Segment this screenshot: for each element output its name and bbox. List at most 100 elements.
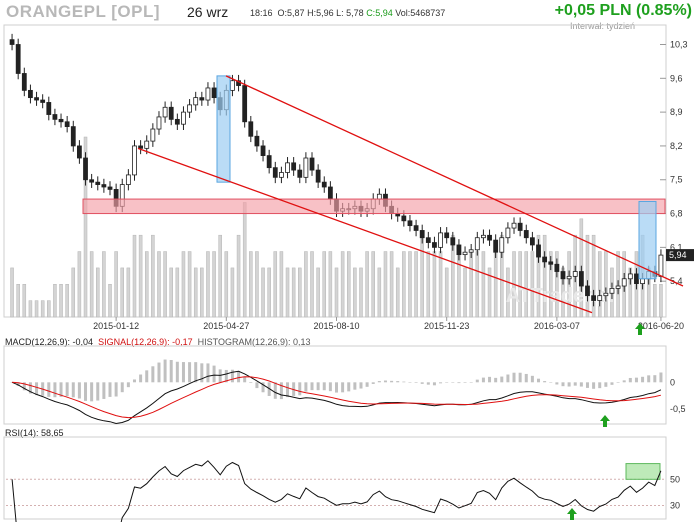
x-tick-label: 2015-01-12 [93,321,139,331]
candle [658,254,664,277]
candle [456,244,462,256]
signal-label: SIGNAL(12,26,9): -0,17 [98,337,193,347]
candle [162,106,168,118]
rsi-legend: RSI(14): 58,65 [5,428,64,438]
volume-bar [291,267,296,318]
candle [34,97,39,101]
histogram-bar [598,382,602,389]
y-tick-label: 10,3 [670,39,688,49]
candle [523,230,529,239]
volume-bar [206,251,210,318]
x-tick-label: 2016-03-07 [534,321,580,331]
histogram-bar [175,361,179,383]
histogram-bar [322,382,326,391]
histogram-bar [628,377,632,383]
candle [640,278,645,285]
y-tick-label: 6,1 [670,242,683,252]
volume-bar [463,267,467,318]
histogram-bar [408,382,412,383]
histogram-bar [549,382,553,383]
candle [432,242,437,248]
histogram-bar [506,374,510,383]
volume-bar [426,251,431,318]
histogram-bar [469,382,473,383]
volume-bar [438,251,443,318]
candle [144,140,150,149]
histogram-bar [261,382,265,393]
price-change: +0,05 PLN (0.85%) [554,2,692,19]
candle [627,273,633,280]
x-tick-label: 2015-04-27 [203,321,249,331]
volume-bar [22,284,27,318]
histogram-bar [243,376,247,383]
candle [444,232,450,239]
volume-bar [493,251,498,318]
candle [58,118,64,123]
quote-ohlcv: 18:16 O:5,87 H:5,96 L: 5,78 C:5,94 Vol:5… [250,8,445,18]
candle [125,174,131,185]
y-tick-label: 6,8 [670,209,683,219]
volume-bar [475,251,480,318]
volume-bar [316,267,320,318]
candle [211,87,217,99]
volume-bar [585,234,590,318]
histogram-bar [188,362,192,383]
volume-bar [420,234,424,318]
histogram-bar [604,382,608,387]
candle [21,73,27,91]
histogram-bar [475,379,479,383]
histogram-bar [59,382,63,397]
histogram-bar [585,382,589,388]
quote-volume: Vol:5468737 [395,8,446,18]
candle [548,261,554,265]
volume-bar [249,251,253,318]
volume-bar [371,251,375,318]
volume-bar [377,267,382,318]
histogram-bar [439,382,443,384]
candle [401,215,407,222]
interval-label[interactable]: Interwał: tydzień [570,21,636,31]
candle [578,271,584,287]
macd-label: MACD(12,26,9): -0,04 [5,337,94,347]
macd-line [11,370,662,425]
histogram-bar [463,382,467,383]
histogram-bar [647,375,651,383]
histogram-bar [163,359,167,383]
volume-bar [34,300,39,318]
volume-bar [40,300,45,318]
histogram-bar [96,382,100,401]
histogram-bar [230,369,234,383]
volume-bar [359,267,363,318]
volume-bar [298,267,302,318]
histogram-bar [659,372,663,383]
histogram-bar [316,382,320,391]
histogram-bar [414,382,418,383]
volume-bar [549,251,553,318]
candle [554,263,560,272]
volume-bar [151,234,155,318]
candle [9,39,15,45]
volume-bar [96,267,100,318]
volume-bar [59,284,63,318]
histogram-bar [249,382,253,384]
volume-bar [530,251,535,318]
trendline-lower [137,147,593,314]
support-zone [82,198,666,215]
volume-bar [279,251,284,318]
macd-panel-frame [3,345,667,425]
candle [542,256,548,263]
histogram-bar [383,380,387,383]
candle [174,118,180,125]
histogram-bar [445,382,449,383]
candle [76,145,82,159]
volume-bar [334,267,339,318]
signal-line [12,376,662,419]
volume-bar [518,251,522,318]
histogram-bar [181,362,185,383]
histogram-bar [365,382,369,387]
volume-bar [77,251,82,318]
candle [46,102,52,115]
header: ORANGEPL [OPL] 26 wrz 18:16 O:5,87 H:5,9… [0,0,700,31]
candle [517,222,523,231]
